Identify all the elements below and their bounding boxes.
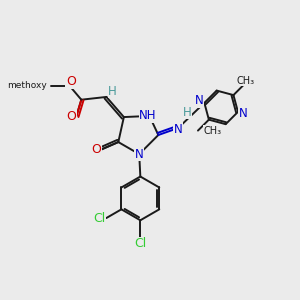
Text: methoxy: methoxy xyxy=(8,81,47,90)
Text: methyl: methyl xyxy=(16,81,45,90)
Text: CH₃: CH₃ xyxy=(237,76,255,86)
Text: Cl: Cl xyxy=(93,212,105,224)
Text: H: H xyxy=(183,106,191,118)
Text: O: O xyxy=(66,110,76,123)
Text: N: N xyxy=(238,107,247,120)
Text: O: O xyxy=(92,143,101,156)
Text: N: N xyxy=(174,123,182,136)
Text: H: H xyxy=(108,85,117,98)
Text: Cl: Cl xyxy=(134,237,146,250)
Text: O: O xyxy=(66,75,76,88)
Text: CH₃: CH₃ xyxy=(203,126,221,136)
Text: N: N xyxy=(135,148,144,160)
Text: NH: NH xyxy=(139,110,157,122)
Text: N: N xyxy=(195,94,204,107)
